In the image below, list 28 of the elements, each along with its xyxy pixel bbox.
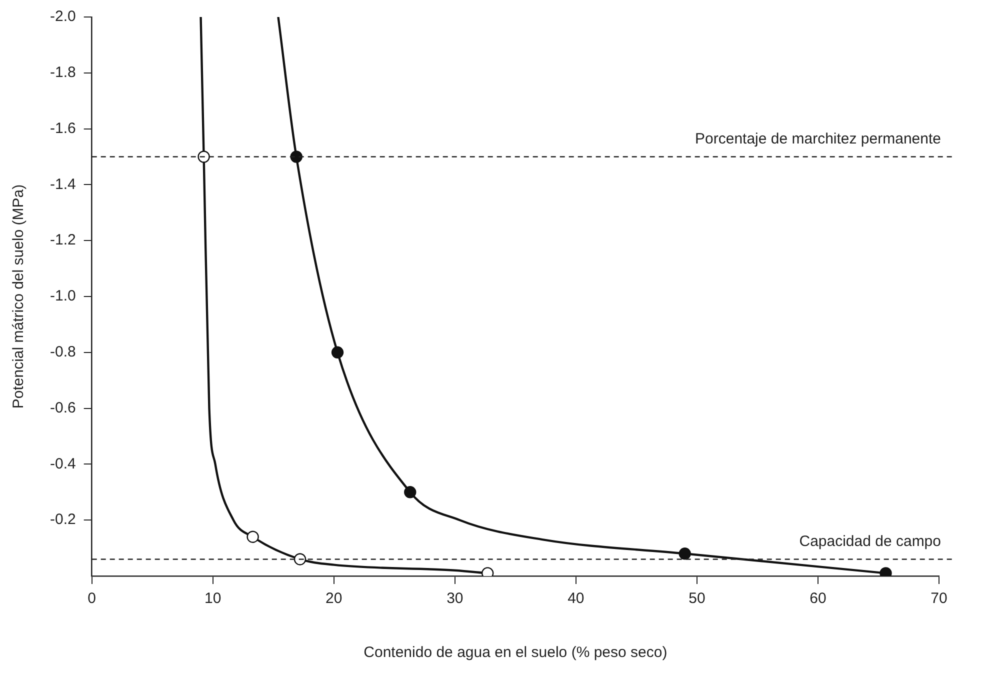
x-tick-label: 20: [326, 590, 342, 608]
x-tick-label: 30: [446, 590, 464, 608]
x-tick-label: 10: [204, 590, 222, 608]
ref-line-label: Porcentaje de marchitez permanente: [695, 130, 941, 148]
y-tick-label: -1.2: [50, 232, 76, 249]
x-tick-label: 60: [810, 590, 826, 608]
x-tick-label: 50: [688, 590, 706, 608]
ref-line-label: Capacidad de campo: [799, 532, 941, 550]
point: [294, 553, 306, 566]
point: [331, 346, 344, 358]
point: [404, 486, 416, 498]
point: [246, 530, 259, 543]
y-tick-label: -0.6: [50, 399, 76, 416]
y-tick-label: -0.8: [50, 344, 76, 361]
y-tick-label: -1.0: [50, 288, 76, 305]
point: [678, 548, 691, 560]
x-tick-label: 0: [88, 590, 96, 608]
y-tick-label: -2.0: [50, 8, 76, 26]
x-tick-label: 70: [930, 590, 948, 608]
y-tick-label: -1.4: [50, 176, 76, 193]
y-axis-title: Potencial mátrico del suelo (MPa): [10, 184, 28, 409]
y-tick-label: -0.4: [50, 455, 76, 472]
y-tick-label: -1.6: [50, 120, 76, 137]
y-tick-label: -1.8: [50, 64, 76, 82]
x-axis-title: Contenido de agua en el suelo (% peso seco): [364, 644, 668, 662]
x-tick-label: 40: [568, 590, 584, 608]
y-tick-label: -0.2: [50, 511, 76, 528]
point: [198, 150, 210, 163]
